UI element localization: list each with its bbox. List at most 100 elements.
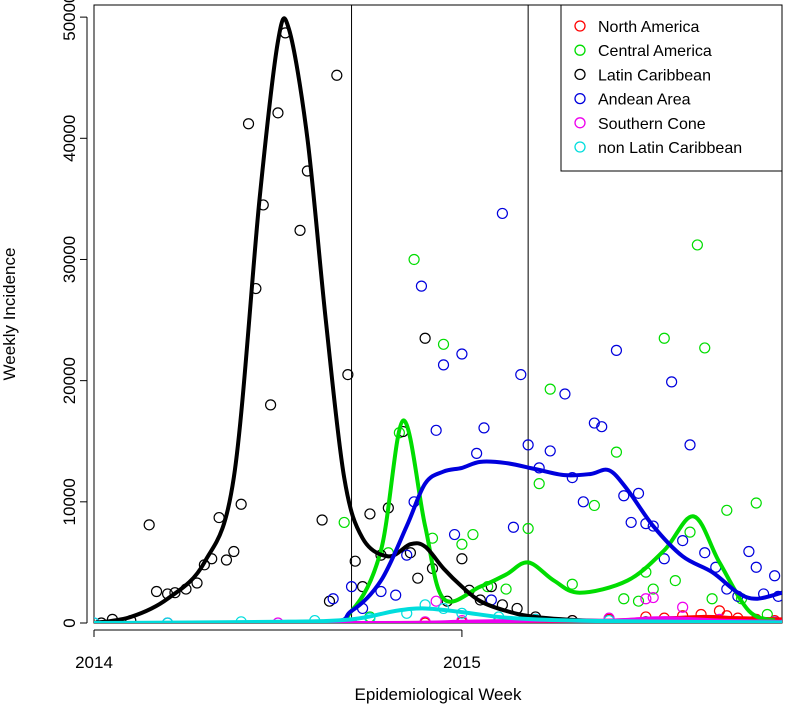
data-point — [610, 344, 623, 356]
axes: 2014 2015 0 10000 20000 30000 40000 50000 — [60, 0, 481, 672]
legend-item-latin-caribbean: Latin Caribbean — [574, 67, 711, 84]
legend-label: Southern Cone — [598, 116, 706, 133]
data-point — [647, 583, 659, 595]
legend-label: non Latin Caribbean — [598, 140, 742, 157]
data-point — [769, 570, 781, 582]
data-point — [544, 383, 556, 395]
data-point — [264, 399, 277, 411]
data-point — [750, 497, 762, 509]
data-point — [618, 593, 630, 605]
legend: North America Central America Latin Caribb… — [560, 4, 783, 172]
x-tick-label: 2015 — [443, 653, 481, 672]
legend-label: Central America — [598, 43, 712, 60]
data-point — [456, 553, 468, 565]
data-point — [610, 446, 623, 458]
data-point — [743, 545, 755, 558]
data-point — [448, 528, 461, 541]
data-point — [294, 224, 306, 236]
data-point — [559, 388, 571, 400]
data-point — [478, 422, 490, 434]
y-tick-label: 40000 — [60, 115, 79, 162]
data-point — [327, 593, 339, 605]
data-point — [588, 499, 600, 512]
data-point — [456, 538, 468, 550]
legend-label: North America — [598, 19, 699, 36]
data-point — [150, 585, 163, 598]
data-point — [522, 439, 534, 451]
data-point — [566, 471, 578, 484]
legend-marker — [574, 68, 586, 81]
data-point — [169, 587, 181, 599]
data-point — [618, 490, 630, 502]
legend-box — [560, 4, 783, 172]
smooth-curve-central-america — [94, 418, 776, 623]
data-point — [143, 519, 155, 531]
smooth-curve-non-latin-caribbean — [94, 606, 782, 623]
legend-marker — [574, 20, 586, 32]
data-point — [213, 511, 225, 524]
data-point — [677, 601, 689, 613]
legend-marker — [574, 141, 586, 153]
data-point — [467, 528, 479, 541]
y-tick-label: 50000 — [60, 0, 79, 41]
data-point — [577, 496, 589, 508]
data-point — [684, 526, 696, 538]
series-layer — [94, 16, 782, 623]
data-point — [342, 368, 354, 381]
legend-item-non-latin-caribbean: non Latin Caribbean — [574, 140, 742, 157]
legend-marker — [574, 92, 586, 105]
data-point — [522, 522, 534, 535]
reference-lines — [351, 5, 529, 623]
data-point — [338, 516, 350, 529]
smooth-curve-latin-caribbean — [94, 16, 782, 623]
data-point — [658, 553, 670, 565]
y-tick-label: 30000 — [60, 236, 79, 283]
data-point — [345, 581, 358, 593]
data-point — [228, 545, 240, 558]
data-point — [500, 583, 512, 595]
data-point — [430, 424, 442, 436]
data-point — [750, 561, 762, 573]
data-point — [412, 572, 424, 584]
data-point — [721, 504, 733, 516]
legend-marker — [574, 117, 586, 129]
data-point — [191, 577, 203, 589]
data-point — [401, 549, 413, 561]
data-point — [507, 521, 520, 533]
legend-item-central-america: Central America — [574, 43, 712, 60]
data-point — [272, 107, 284, 119]
data-point — [316, 514, 328, 526]
y-tick-label: 0 — [60, 618, 79, 627]
series-non-latin-caribbean — [94, 599, 781, 623]
data-point — [331, 69, 343, 81]
data-point — [647, 591, 659, 604]
data-point — [699, 547, 711, 559]
data-point — [544, 445, 556, 457]
data-point — [706, 593, 718, 605]
data-point — [515, 368, 527, 381]
data-point — [364, 508, 376, 520]
data-point — [242, 118, 255, 130]
data-point — [588, 417, 600, 429]
data-point — [430, 595, 442, 607]
legend-item-andean-area: Andean Area — [574, 92, 691, 109]
data-point — [632, 487, 645, 499]
legend-item-north-america: North America — [574, 19, 699, 36]
data-point — [647, 520, 659, 532]
data-point — [533, 478, 545, 490]
data-point — [677, 534, 689, 547]
y-axis-title: Weekly Incidence — [0, 248, 19, 381]
data-point — [658, 332, 670, 344]
data-point — [625, 516, 637, 529]
legend-marker — [574, 44, 586, 56]
data-point — [419, 332, 431, 344]
data-point — [235, 498, 247, 510]
data-point — [691, 239, 703, 251]
data-point — [408, 253, 420, 266]
x-tick-label: 2014 — [75, 653, 113, 672]
data-point — [415, 280, 428, 292]
y-tick-label: 10000 — [60, 478, 79, 525]
series-andean-area — [327, 207, 782, 615]
x-axis-title: Epidemiological Week — [355, 685, 522, 704]
